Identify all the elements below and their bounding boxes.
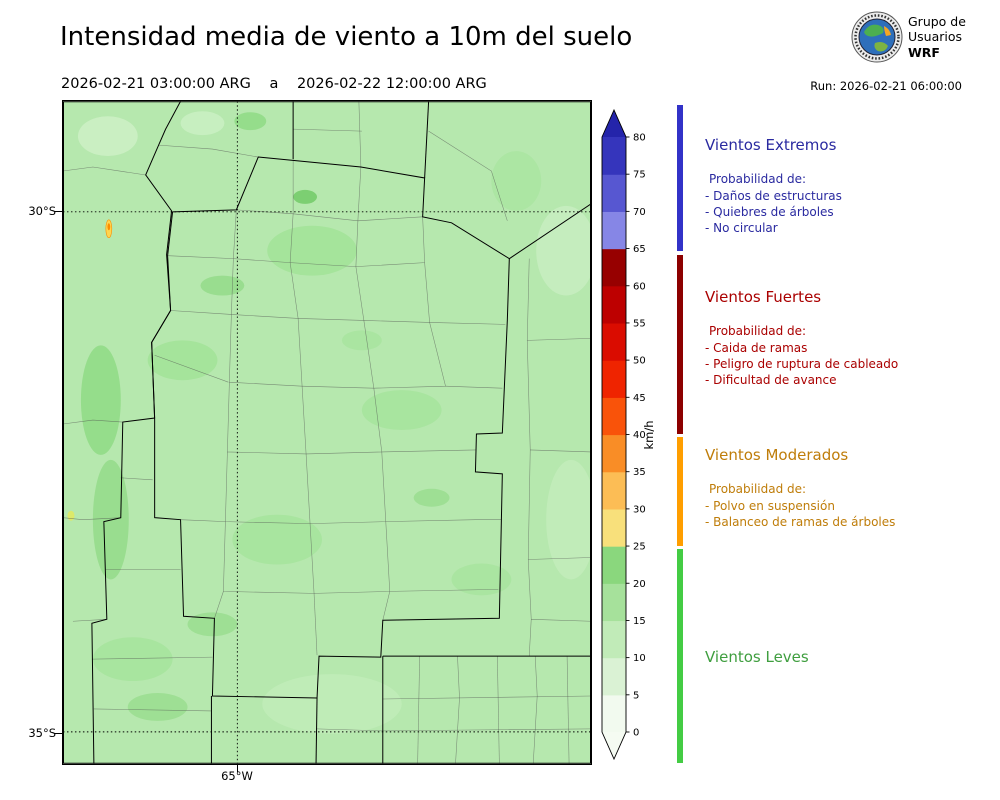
map-frame xyxy=(63,101,591,764)
run-timestamp: Run: 2026-02-21 06:00:00 xyxy=(810,79,962,93)
svg-text:10: 10 xyxy=(633,653,646,664)
svg-text:55: 55 xyxy=(633,318,646,329)
legend-title: Vientos Moderados xyxy=(705,446,849,464)
legend-item: - Quiebres de árboles xyxy=(705,205,834,219)
legend-item: - Dificultad de avance xyxy=(705,373,837,387)
legend-subtitle: Probabilidad de: xyxy=(709,324,807,338)
wind-map xyxy=(62,100,592,765)
legend-section-leves: Vientos Leves xyxy=(705,648,955,684)
y-tick-30s xyxy=(54,211,62,213)
legend-subtitle: Probabilidad de: xyxy=(709,172,807,186)
forecast-end: 2026-02-22 12:00:00 ARG xyxy=(296,76,487,92)
legend-item: - Daños de estructuras xyxy=(705,189,842,203)
y-tick-35s xyxy=(54,733,62,735)
logo-line-3: WRF xyxy=(908,44,940,60)
logo-line-2: Usuarios xyxy=(908,29,963,45)
y-axis-label-35s: 35°S xyxy=(28,726,56,740)
legend-strip-moderados xyxy=(677,437,683,546)
svg-text:70: 70 xyxy=(633,207,646,218)
svg-text:15: 15 xyxy=(633,616,646,627)
forecast-period: 2026-02-21 03:00:00 ARG a 2026-02-22 12:… xyxy=(61,76,487,92)
svg-text:40: 40 xyxy=(633,430,646,441)
forecast-start: 2026-02-21 03:00:00 ARG xyxy=(61,76,251,92)
legend-item: - No circular xyxy=(705,221,778,235)
svg-text:80: 80 xyxy=(633,133,646,144)
svg-text:5: 5 xyxy=(633,690,639,701)
legend-strip-fuertes xyxy=(677,255,683,434)
forecast-separator: a xyxy=(269,76,279,92)
legend-strip-leves xyxy=(677,549,683,763)
wrf-logo: Grupo de Usuarios WRF xyxy=(851,11,966,63)
svg-text:0: 0 xyxy=(633,728,639,739)
globe-icon xyxy=(851,11,903,63)
department-borders xyxy=(63,101,591,764)
svg-text:45: 45 xyxy=(633,393,646,404)
x-axis-label-65w: 65°W xyxy=(221,769,253,783)
page-title: Intensidad media de viento a 10m del sue… xyxy=(60,22,633,52)
legend-section-moderados: Vientos Moderados Probabilidad de: - Pol… xyxy=(705,446,955,530)
legend-section-extremos: Vientos Extremos Probabilidad de: - Daño… xyxy=(705,136,955,236)
svg-text:65: 65 xyxy=(633,244,646,255)
svg-text:30: 30 xyxy=(633,504,646,515)
logo-text: Grupo de Usuarios WRF xyxy=(908,14,966,61)
legend-item: - Peligro de ruptura de cableado xyxy=(705,357,899,371)
legend-title: Vientos Fuertes xyxy=(705,288,822,306)
legend-section-fuertes: Vientos Fuertes Probabilidad de: - Caida… xyxy=(705,288,955,388)
svg-text:20: 20 xyxy=(633,579,646,590)
svg-text:50: 50 xyxy=(633,356,646,367)
x-tick-65w xyxy=(236,765,238,772)
y-axis-label-30s: 30°S xyxy=(28,204,56,218)
legend-title: Vientos Leves xyxy=(705,648,809,666)
map-background xyxy=(63,101,591,764)
legend-item: - Caida de ramas xyxy=(705,341,808,355)
colorbar-unit-label: km/h xyxy=(642,420,656,450)
province-borders xyxy=(91,101,591,764)
legend-strip-extremos xyxy=(677,105,683,251)
legend-title: Vientos Extremos xyxy=(705,136,837,154)
legend-item: - Balanceo de ramas de árboles xyxy=(705,515,896,529)
svg-text:35: 35 xyxy=(633,467,646,478)
svg-text:75: 75 xyxy=(633,170,646,181)
svg-text:25: 25 xyxy=(633,542,646,553)
gridlines xyxy=(63,101,591,764)
legend-item: - Polvo en suspensión xyxy=(705,499,835,513)
logo-line-1: Grupo de xyxy=(908,13,966,29)
legend-subtitle: Probabilidad de: xyxy=(709,482,807,496)
svg-text:60: 60 xyxy=(633,281,646,292)
